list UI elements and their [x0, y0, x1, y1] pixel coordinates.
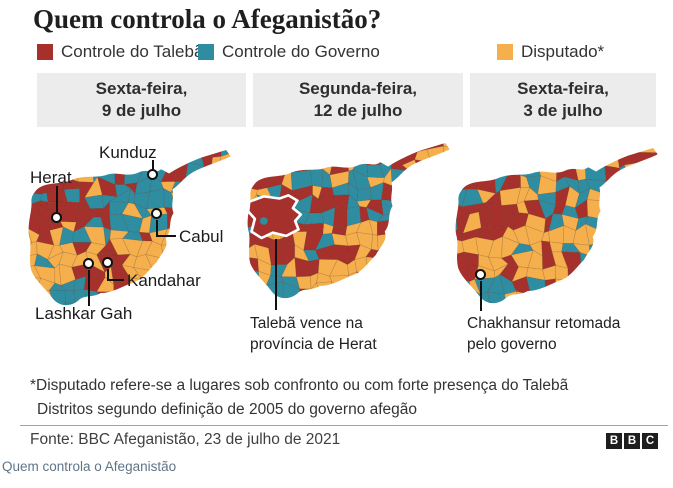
bbc-logo-letter: B	[624, 433, 640, 449]
disputed-color-swatch	[497, 44, 513, 60]
map-area-july-9: Kunduz Herat Cabul Kandahar Lashkar Gah	[28, 127, 246, 365]
map-area-july-12: Talebã vence na província de Herat	[247, 127, 463, 365]
footnote-disputed: *Disputado refere-se a lugares sob confr…	[30, 377, 569, 394]
city-label-cabul: Cabul	[179, 227, 224, 246]
city-marker-cabul	[151, 208, 162, 219]
panel-date-line1: Segunda-feira,	[298, 79, 418, 98]
figure-caption[interactable]: Quem controla o Afeganistão	[2, 459, 177, 474]
panel-date-line2: 9 de julho	[101, 101, 182, 120]
divider	[20, 425, 668, 426]
leader-line-lashkar-gah	[88, 270, 90, 306]
city-label-kunduz: Kunduz	[99, 143, 157, 162]
panel-date-line1: Sexta-feira,	[517, 79, 609, 98]
afghanistan-district-map-july-12	[247, 143, 450, 299]
city-marker-kunduz	[147, 169, 158, 180]
source-line: Fonte: BBC Afeganistão, 23 de julho de 2…	[30, 431, 341, 448]
leader-line-chakhansur	[480, 281, 482, 311]
panel-date-line2: 12 de julho	[313, 101, 403, 120]
footnote-districts: Distritos segundo definição de 2005 do g…	[37, 401, 418, 418]
map-area-july-3: Chakhansur retomada pelo governo	[455, 127, 658, 365]
afghanistan-district-map-july-3	[455, 148, 658, 304]
legend-label-disputed: Disputado*	[521, 42, 605, 61]
annotation-line2: província de Herat	[250, 336, 377, 353]
city-marker-herat	[51, 212, 62, 223]
annotation-line1: Talebã vence na	[250, 315, 363, 332]
panel-date-line2: 3 de julho	[523, 101, 603, 120]
legend-label-taliban: Controle do Talebã	[61, 42, 204, 61]
leader-line-herat	[56, 186, 58, 212]
legend-item-taliban: Controle do Talebã	[37, 42, 203, 62]
panel-july-9: Sexta-feira, 9 de julho Kunduz Herat Cab…	[28, 73, 246, 365]
annotation-line1: Chakhansur retomada	[467, 315, 621, 332]
annotation-chakhansur: Chakhansur retomada pelo governo	[467, 313, 620, 355]
bbc-logo-letter: C	[642, 433, 658, 449]
leader-line-kandahar	[107, 269, 109, 281]
bbc-logo: B B C	[606, 433, 658, 449]
leader-line-herat-province	[275, 239, 277, 310]
page-title: Quem controla o Afeganistão?	[33, 4, 382, 34]
leader-line-kandahar-horizontal	[107, 279, 124, 281]
panel-header-july-9: Sexta-feira, 9 de julho	[37, 73, 246, 127]
panel-july-12: Segunda-feira, 12 de julho Talebã vence …	[247, 73, 463, 365]
annotation-herat: Talebã vence na província de Herat	[250, 313, 377, 355]
panel-header-july-3: Sexta-feira, 3 de julho	[470, 73, 656, 127]
leader-line-cabul-horizontal	[156, 235, 176, 237]
panel-date-line1: Sexta-feira,	[95, 79, 188, 98]
city-marker-chakhansur	[475, 269, 486, 280]
legend: Controle do Talebã Controle do Governo D…	[0, 42, 673, 62]
government-color-swatch	[198, 44, 214, 60]
legend-label-government: Controle do Governo	[222, 42, 380, 61]
panel-july-3: Sexta-feira, 3 de julho Chakhansur retom…	[455, 73, 658, 365]
legend-item-government: Controle do Governo	[198, 42, 380, 62]
leader-line-kunduz	[152, 160, 154, 170]
footnotes: *Disputado refere-se a lugares sob confr…	[30, 374, 568, 422]
city-label-kandahar: Kandahar	[127, 271, 201, 290]
city-label-lashkar-gah: Lashkar Gah	[35, 304, 133, 323]
annotation-line2: pelo governo	[467, 336, 557, 353]
panel-header-july-12: Segunda-feira, 12 de julho	[253, 73, 463, 127]
city-marker-lashkar-gah	[83, 258, 94, 269]
bbc-logo-letter: B	[606, 433, 622, 449]
afghanistan-district-map-july-9	[28, 150, 231, 306]
legend-item-disputed: Disputado*	[497, 42, 604, 62]
city-label-herat: Herat	[30, 168, 72, 187]
city-marker-kandahar	[102, 257, 113, 268]
taliban-color-swatch	[37, 44, 53, 60]
leader-line-cabul	[156, 220, 158, 237]
